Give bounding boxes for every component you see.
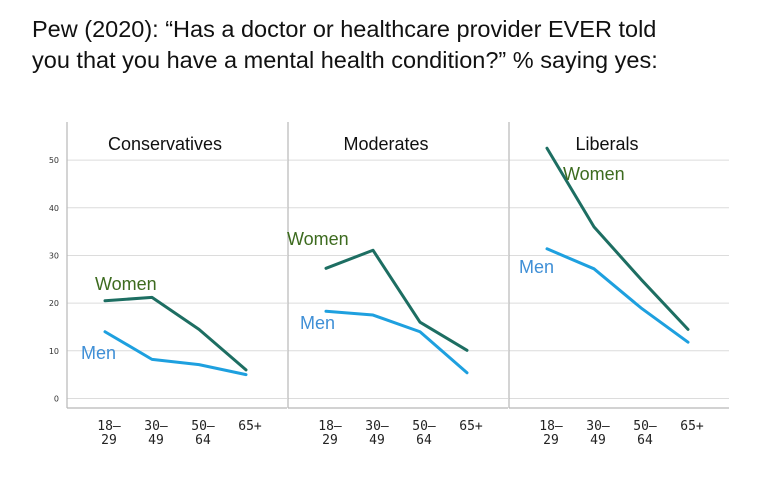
series-line-men — [103, 330, 248, 377]
x-tick-label: 30– — [365, 419, 389, 434]
x-tick-label: 49 — [369, 433, 385, 448]
panel-title: Moderates — [343, 134, 428, 154]
series-label-women: Women — [563, 164, 625, 184]
series-label-women: Women — [95, 274, 157, 294]
y-tick-label: 50 — [49, 156, 59, 165]
x-tick-label: 18– — [539, 419, 563, 434]
series-label-men: Men — [81, 343, 116, 363]
y-tick-label: 30 — [49, 251, 59, 260]
x-tick-label: 29 — [543, 433, 559, 448]
x-tick-label: 18– — [97, 419, 121, 434]
x-tick-label: 30– — [144, 419, 168, 434]
y-tick-label: 20 — [49, 299, 59, 308]
x-tick-label: 29 — [322, 433, 338, 448]
x-tick-label: 64 — [416, 433, 432, 448]
panel-title: Liberals — [575, 134, 638, 154]
x-tick-label: 30– — [586, 419, 610, 434]
series-label-women: Women — [287, 229, 349, 249]
series-label-men: Men — [300, 313, 335, 333]
x-tick-label: 50– — [633, 419, 657, 434]
x-tick-label: 50– — [412, 419, 436, 434]
x-tick-label: 64 — [637, 433, 653, 448]
y-tick-label: 10 — [49, 347, 59, 356]
series-line-women — [324, 248, 469, 352]
x-tick-label: 64 — [195, 433, 211, 448]
x-tick-label: 49 — [590, 433, 606, 448]
chart-title: Pew (2020): “Has a doctor or healthcare … — [32, 14, 752, 76]
chart-title-line-2: you that you have a mental health condit… — [32, 47, 658, 73]
series-label-men: Men — [519, 257, 554, 277]
x-tick-label: 50– — [191, 419, 215, 434]
series-line-men — [545, 247, 690, 344]
chart-title-line-1: Pew (2020): “Has a doctor or healthcare … — [32, 16, 657, 42]
x-tick-label: 65+ — [238, 419, 262, 434]
series-line-men — [324, 309, 469, 375]
x-tick-label: 49 — [148, 433, 164, 448]
y-tick-label: 0 — [54, 394, 59, 403]
x-tick-label: 65+ — [680, 419, 704, 434]
series-line-women — [103, 295, 248, 372]
x-tick-label: 65+ — [459, 419, 483, 434]
y-tick-label: 40 — [49, 204, 59, 213]
x-tick-label: 18– — [318, 419, 342, 434]
series-line-women — [545, 146, 690, 331]
x-tick-label: 29 — [101, 433, 117, 448]
panel-title: Conservatives — [108, 134, 222, 154]
